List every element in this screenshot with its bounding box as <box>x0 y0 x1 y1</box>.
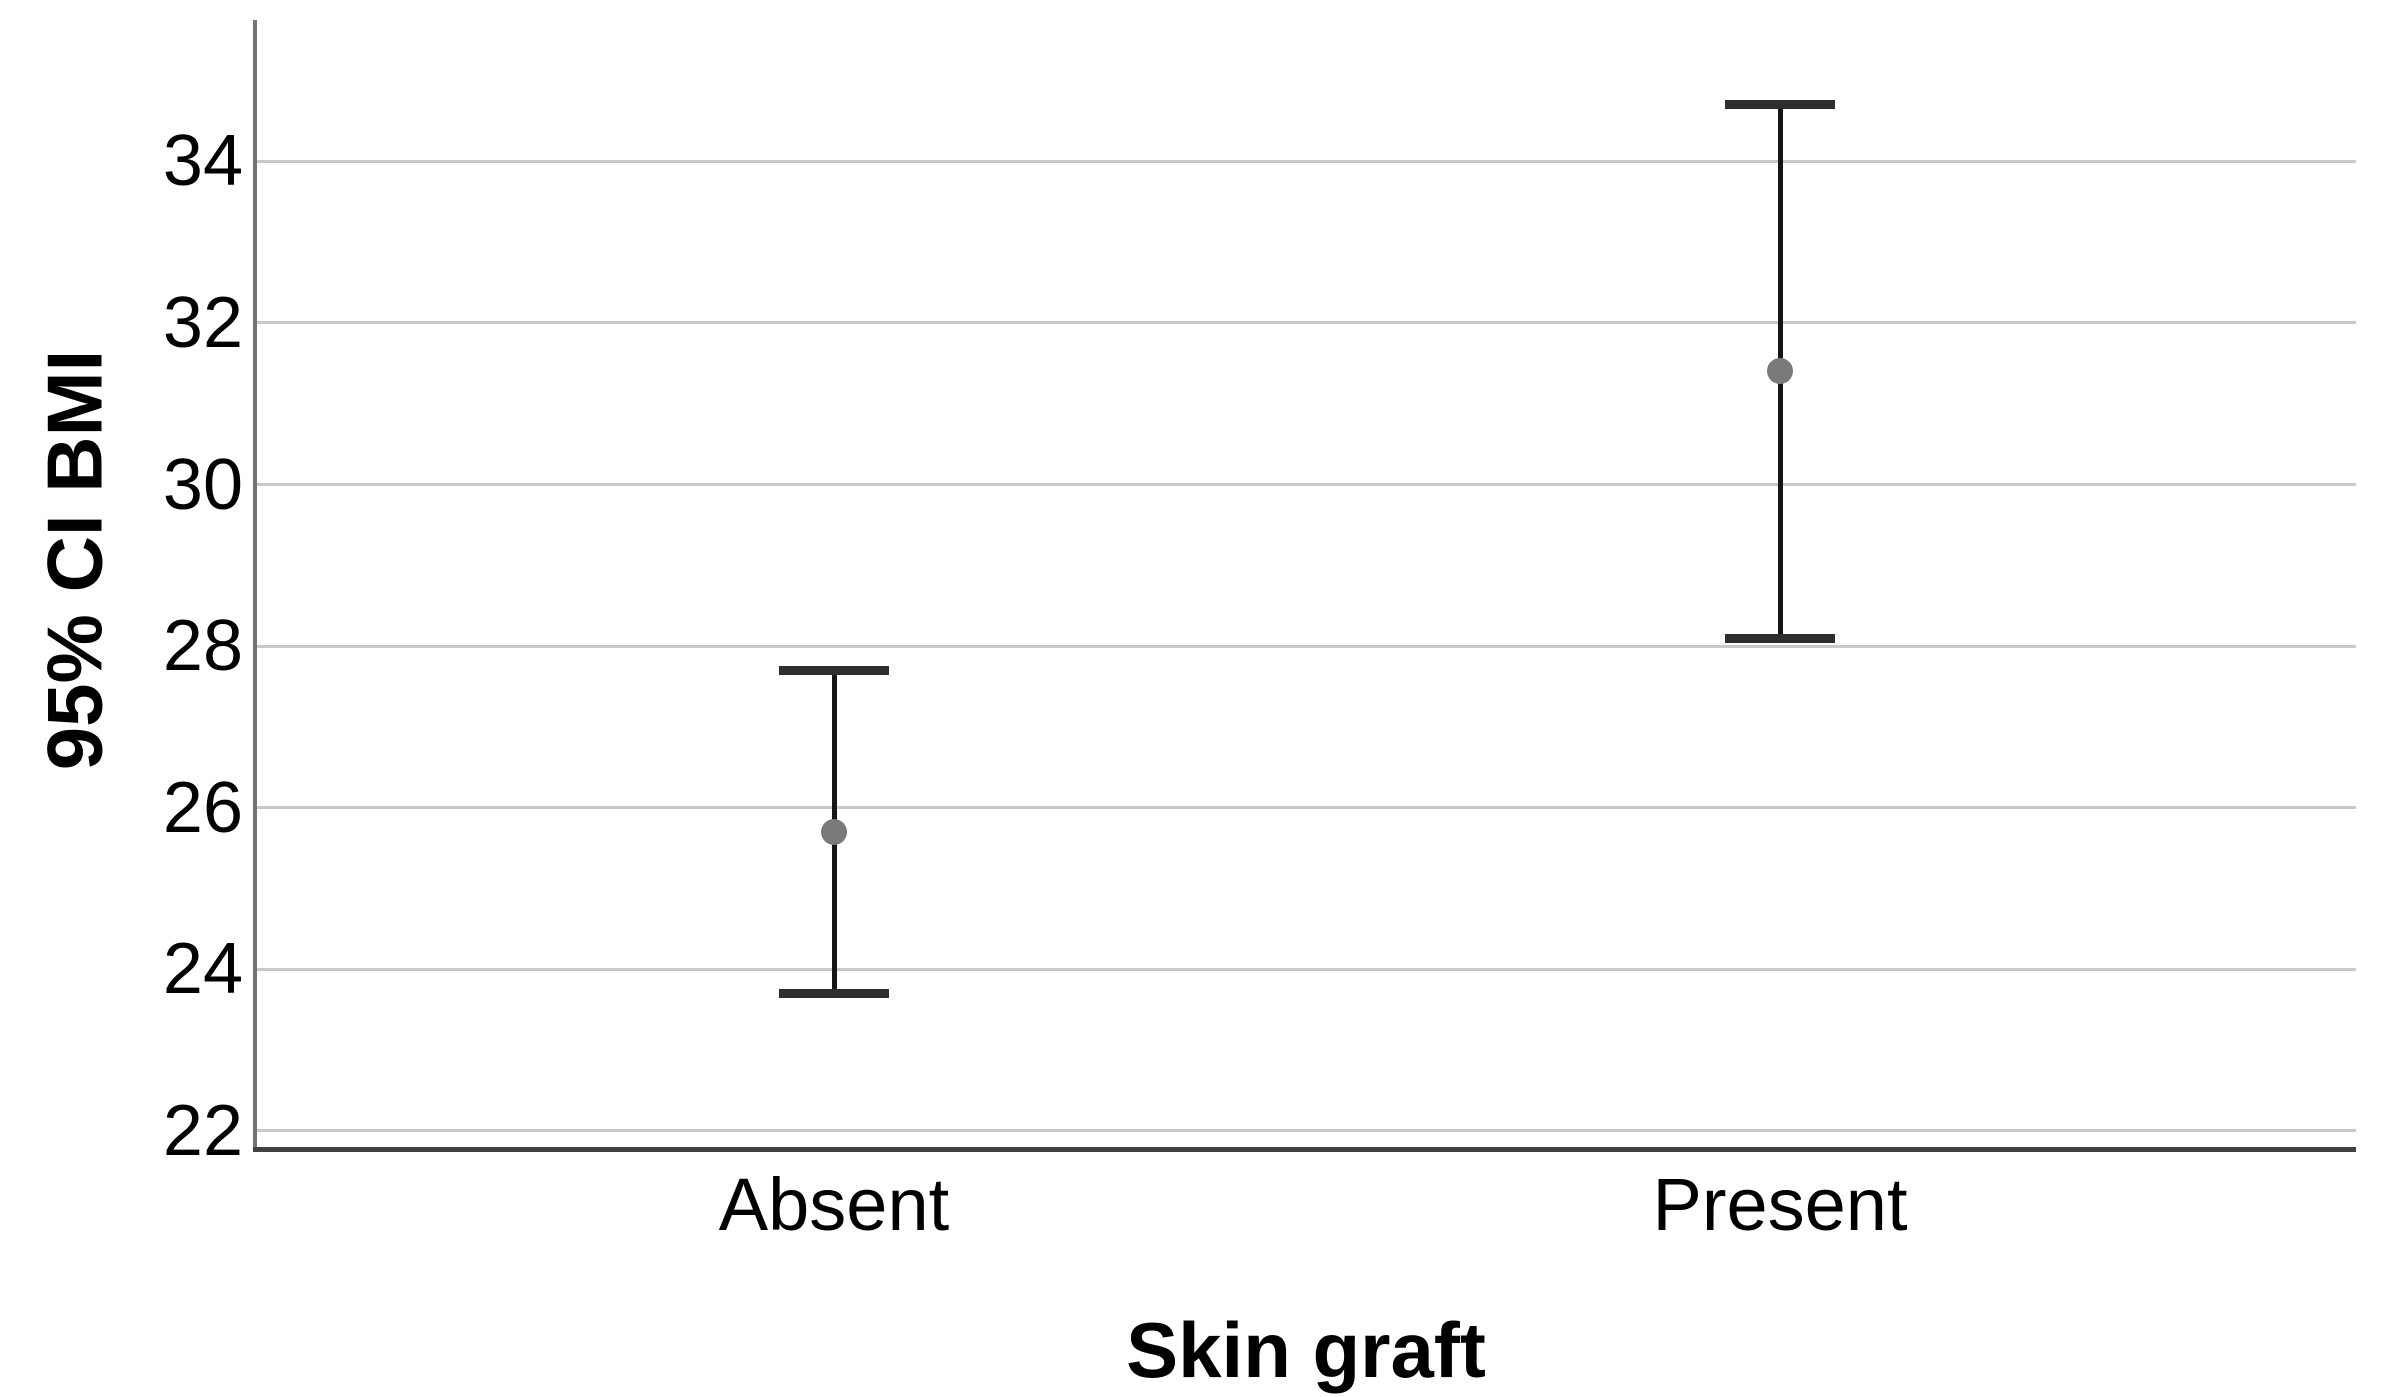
error-bar-cap-lower <box>779 989 889 998</box>
y-tick-label: 30 <box>162 444 243 525</box>
y-tick-label: 22 <box>162 1090 243 1171</box>
mean-point <box>821 818 847 845</box>
x-axis-title: Skin graft <box>1126 1306 1486 1394</box>
y-axis-line <box>253 20 257 1152</box>
gridline <box>257 321 2356 325</box>
y-tick-label: 26 <box>162 767 243 848</box>
error-bar-cap-upper <box>1725 100 1835 110</box>
x-tick-label: Present <box>1652 1163 1908 1246</box>
gridline <box>257 483 2356 487</box>
error-bar-cap-upper <box>779 665 889 675</box>
y-tick-label: 24 <box>162 929 243 1010</box>
x-axis-line <box>253 1147 2356 1152</box>
gridline <box>257 1129 2356 1133</box>
error-bar-cap-lower <box>1725 633 1835 643</box>
gridline <box>257 806 2356 810</box>
y-tick-label: 32 <box>162 282 243 363</box>
mean-point <box>1767 358 1793 385</box>
y-axis-title: 95% CI BMI <box>30 349 119 771</box>
gridline <box>257 159 2356 163</box>
gridline <box>257 644 2356 648</box>
gridline <box>257 967 2356 971</box>
y-tick-label: 34 <box>162 121 243 202</box>
x-tick-label: Absent <box>718 1163 950 1246</box>
y-tick-label: 28 <box>162 606 243 687</box>
